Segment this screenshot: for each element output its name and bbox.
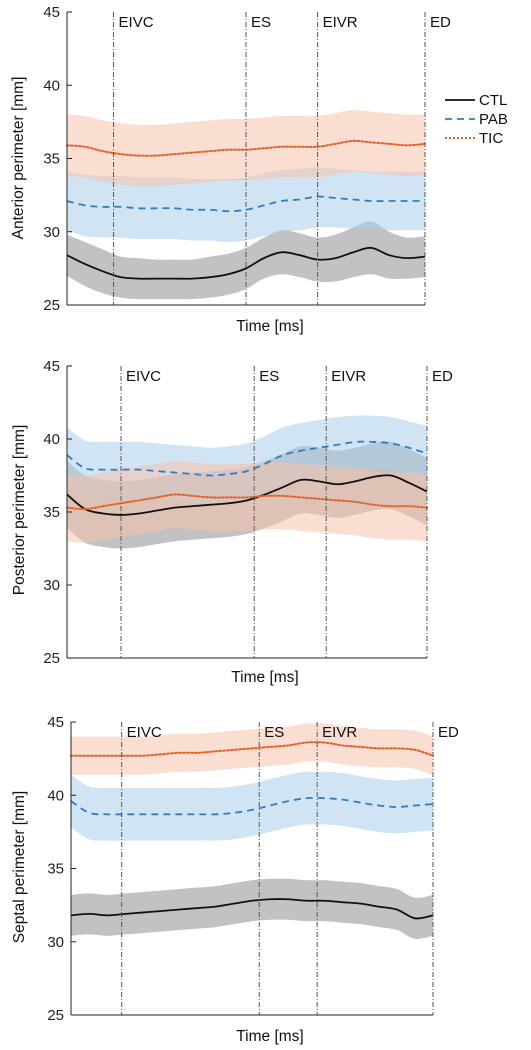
legend-pab-label: PAB	[479, 111, 508, 128]
anterior-tic-band	[67, 110, 425, 187]
anterior-y-tick-label: 35	[43, 151, 60, 168]
posterior-phase-ed-label: ED	[432, 368, 453, 385]
posterior-tic-line	[66, 493, 428, 511]
septal-pab-band	[71, 771, 433, 841]
septal-y-tick-label: 45	[47, 714, 64, 731]
posterior-pab-line	[66, 440, 428, 477]
posterior-tic-band	[67, 460, 427, 543]
legend-ctl-label: CTL	[479, 92, 507, 109]
septal-phase-es-label: ES	[264, 724, 284, 741]
anterior-ctl-band	[67, 221, 425, 300]
posterior-y-axis-label: Posterior perimeter [mm]	[11, 425, 28, 596]
septal-phase-eivr-label: EIVR	[322, 724, 357, 741]
septal-y-tick-label: 35	[47, 861, 64, 878]
anterior-phase-es-label: ES	[251, 14, 271, 31]
anterior-y-tick-label: 40	[43, 77, 60, 94]
posterior-y-tick-label: 45	[43, 358, 60, 375]
septal-phase-eivc-label: EIVC	[127, 724, 162, 741]
posterior-y-tick-label: 40	[43, 431, 60, 448]
septal-tic-line	[70, 741, 434, 757]
posterior-y-tick-label: 35	[43, 504, 60, 521]
anterior-y-tick-label: 45	[43, 4, 60, 21]
legend-tic-label: TIC	[479, 130, 503, 147]
septal-pab-line	[70, 797, 434, 816]
septal-ctl-band	[71, 878, 433, 939]
posterior-phase-eivr-label: EIVR	[331, 368, 366, 385]
septal-perimeter-chart: EIVC ES EIVR ED 25 30 35 40 45 Time [ms] Septal…	[11, 714, 459, 1045]
septal-ctl-line	[70, 898, 434, 920]
legend: CTL PAB TIC	[445, 92, 508, 147]
anterior-ctl-line	[66, 246, 426, 280]
anterior-y-tick-label: 25	[43, 297, 60, 314]
anterior-x-axis-label: Time [ms]	[236, 318, 303, 335]
anterior-y-tick-label: 30	[43, 224, 60, 241]
septal-y-tick-label: 30	[47, 934, 64, 951]
anterior-pab-line	[66, 195, 425, 213]
posterior-perimeter-chart: EIVC ES EIVR ED 25 30 35 40 45 Time [ms] Poster…	[11, 358, 453, 686]
posterior-phase-eivc-label: EIVC	[126, 368, 161, 385]
anterior-perimeter-chart: EIVC ES EIVR ED 25 30 35 40 45 Time [ms] Anteri…	[10, 4, 508, 335]
anterior-phase-ed-label: ED	[430, 14, 451, 31]
septal-phase-ed-label: ED	[438, 724, 459, 741]
anterior-y-axis-label: Anterior perimeter [mm]	[10, 77, 27, 240]
posterior-x-axis-label: Time [ms]	[231, 669, 298, 686]
anterior-phase-eivr-label: EIVR	[323, 14, 358, 31]
posterior-y-tick-label: 25	[43, 650, 60, 667]
septal-y-tick-label: 40	[47, 787, 64, 804]
septal-x-axis-label: Time [ms]	[236, 1028, 303, 1045]
posterior-phase-es-label: ES	[259, 368, 279, 385]
septal-y-tick-label: 25	[47, 1007, 64, 1024]
anterior-phase-eivc-label: EIVC	[119, 14, 154, 31]
septal-y-axis-label: Septal perimeter [mm]	[11, 791, 28, 943]
posterior-ctl-line	[66, 474, 428, 516]
posterior-y-tick-label: 30	[43, 577, 60, 594]
